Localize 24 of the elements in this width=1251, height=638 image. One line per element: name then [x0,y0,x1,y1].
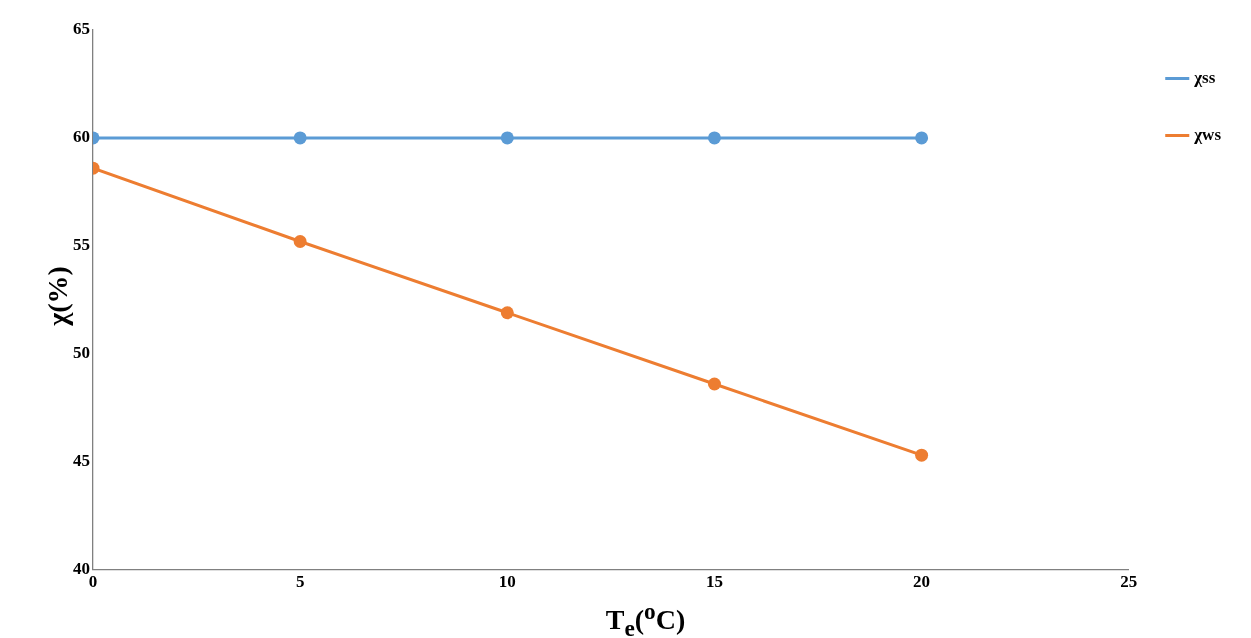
y-tick-label: 40 [73,558,90,578]
point [293,235,307,249]
y-tick-label: 50 [73,343,90,363]
point [500,306,514,320]
y-tick-label: 65 [73,19,90,39]
x-axis-title: T$_{e}$($^{o}$C) [604,598,687,638]
point [915,448,929,462]
point [500,131,514,145]
y-tick-label: 55 [73,235,90,255]
legend-label: χws [1193,124,1222,144]
legend-label: χss [1193,67,1216,87]
point [707,377,721,391]
y-axis-title: χ(%) [42,265,74,328]
x-tick-label: 20 [913,572,931,592]
y-tick-label: 45 [73,451,90,471]
point [293,131,307,145]
point [915,131,929,145]
x-tick-label: 15 [705,572,723,592]
x-tick-label: 10 [498,572,516,592]
point [707,131,721,145]
x-tick-label: 25 [1120,572,1138,592]
x-tick-label: 0 [88,572,98,592]
y-tick-label: 60 [73,127,90,147]
x-tick-label: 5 [295,572,305,592]
